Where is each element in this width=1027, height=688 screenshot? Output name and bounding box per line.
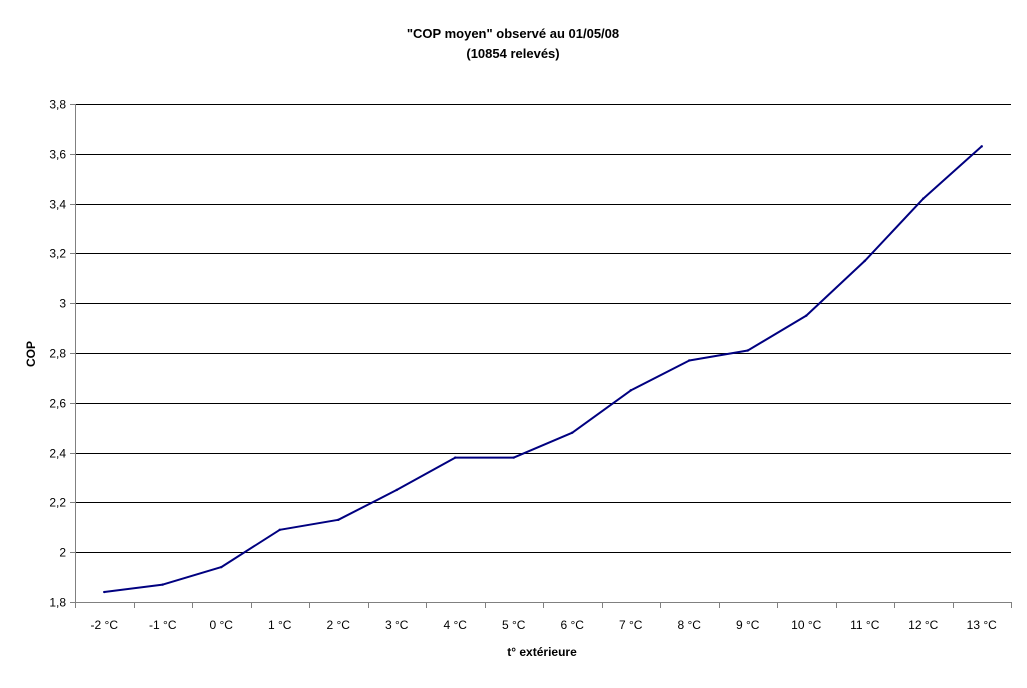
x-tick-label: 1 °C [268,618,292,632]
x-tick-label: -2 °C [91,618,119,632]
series-line [104,145,983,593]
gridlines [75,104,1011,553]
x-tick-label: 2 °C [327,618,351,632]
series-layer [103,145,983,594]
data-point [512,456,515,459]
x-tick-label: 10 °C [791,618,821,632]
chart-title: "COP moyen" observé au 01/05/08 [407,26,619,41]
x-tick-label: -1 °C [149,618,177,632]
x-tick-label: 12 °C [908,618,938,632]
y-tick-label: 3,6 [49,148,66,162]
data-point [337,518,340,522]
x-tick-label: 8 °C [678,618,702,632]
y-tick-label: 2,4 [49,447,66,461]
x-tick-label: 7 °C [619,618,643,632]
y-tick-labels: 1,8 2 2,2 2,4 2,6 2,8 3 3,2 3,4 3,6 3,8 [49,98,66,610]
y-tick-label: 2,6 [49,397,66,411]
axes [70,104,1012,608]
y-tick-label: 1,8 [49,596,66,610]
x-tick-label: 6 °C [561,618,585,632]
x-tick-label: 3 °C [385,618,409,632]
x-tick-label: 11 °C [850,618,880,632]
data-point [922,197,925,200]
y-tick-label: 3,8 [49,98,66,112]
data-point [454,456,457,459]
data-point [805,314,808,317]
x-tick-labels: -2 °C -1 °C 0 °C 1 °C 2 °C 3 °C 4 °C 5 °C 6 °C 7 … [91,618,998,632]
y-tick-label: 2,8 [49,347,66,361]
x-tick-label: 5 °C [502,618,526,632]
data-point [220,565,223,569]
y-tick-label: 2 [59,546,66,560]
y-tick-label: 2,2 [49,496,66,510]
data-point [395,488,398,492]
data-point [629,389,632,392]
data-point [278,528,281,531]
x-tick-label: 9 °C [736,618,760,632]
data-point [980,145,983,148]
y-axis-title: COP [24,341,38,367]
data-point [746,349,749,352]
chart-subtitle: (10854 relevés) [466,46,559,61]
x-tick-label: 4 °C [444,618,468,632]
data-point [103,590,106,594]
y-tick-label: 3 [59,297,66,311]
data-point [863,259,866,263]
x-tick-label: 0 °C [210,618,234,632]
data-point [571,431,574,434]
x-axis-title: t° extérieure [507,645,577,659]
data-point [161,583,164,586]
y-tick-label: 3,2 [49,247,66,261]
x-tick-label: 13 °C [967,618,997,632]
data-point [688,359,691,362]
y-tick-label: 3,4 [49,198,66,212]
